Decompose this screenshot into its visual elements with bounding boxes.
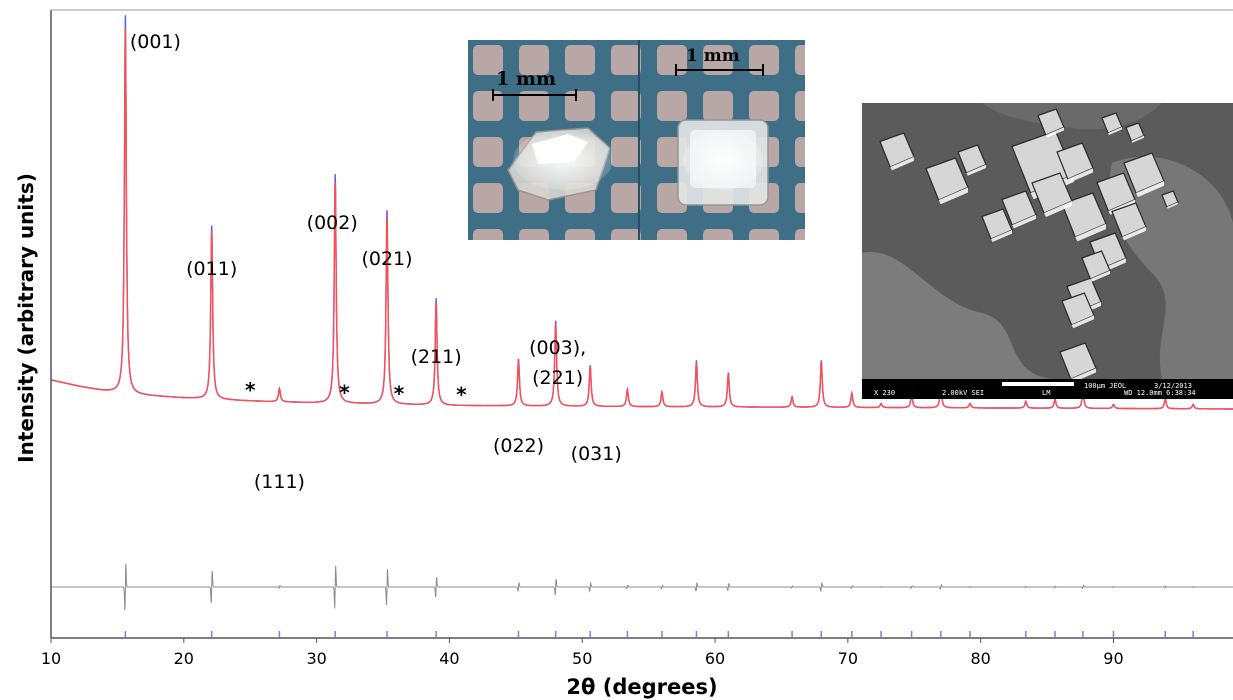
sem-scale-bar bbox=[1002, 382, 1074, 386]
sem-crystal-edge bbox=[966, 164, 986, 176]
scale-bar-left: 1 mm bbox=[492, 68, 577, 101]
peak-label: (003), (221) bbox=[529, 337, 586, 389]
x-tick-label: 50 bbox=[572, 649, 592, 668]
sem-crystal-edge bbox=[1108, 127, 1122, 135]
x-tick-label: 90 bbox=[1103, 649, 1123, 668]
peak-label: (001) bbox=[130, 31, 181, 53]
crystal-right-icon bbox=[677, 119, 769, 206]
sem-footer-bar bbox=[862, 379, 1233, 399]
sem-crystal-edge bbox=[1071, 315, 1094, 329]
sem-footer-wd: WD 12.0mm 6:38:34 bbox=[1124, 389, 1196, 397]
impurity-marker: * bbox=[456, 383, 467, 407]
sem-crystal-edge bbox=[1044, 201, 1072, 217]
difference-curve bbox=[51, 563, 1233, 611]
sem-crystal-edge bbox=[1131, 135, 1144, 143]
sem-crystal bbox=[1037, 108, 1065, 136]
sem-footer-voltage: 2.00kV SEI bbox=[942, 389, 984, 397]
sem-crystal-edge bbox=[938, 187, 968, 205]
sem-crystal-edge bbox=[1090, 270, 1110, 282]
sem-image-inset: X 230 2.00kV SEI LM 100µm JEOL 3/12/2013… bbox=[862, 103, 1233, 399]
peak-label: (022) bbox=[493, 435, 544, 457]
impurity-marker: * bbox=[394, 382, 405, 406]
peak-label: (011) bbox=[186, 258, 237, 280]
scale-bar-right: 1 mm bbox=[675, 46, 764, 76]
sem-footer-operator: LM bbox=[1042, 389, 1050, 397]
calculated-pattern-line bbox=[50, 28, 1233, 410]
x-tick-label: 40 bbox=[439, 649, 459, 668]
sem-crystal-edge bbox=[1075, 223, 1106, 242]
sem-footer-magnification: X 230 bbox=[874, 389, 895, 397]
x-tick-label: 60 bbox=[705, 649, 725, 668]
x-tick-label: 70 bbox=[838, 649, 858, 668]
sem-crystal-edge bbox=[1122, 226, 1146, 241]
sem-footer-scale: 100µm JEOL bbox=[1084, 382, 1126, 390]
sem-crystal bbox=[925, 157, 969, 201]
scale-label-left: 1 mm bbox=[496, 68, 556, 90]
x-tick-label: 10 bbox=[41, 649, 61, 668]
sem-crystal-edge bbox=[1067, 168, 1093, 183]
x-tick-label: 80 bbox=[970, 649, 990, 668]
scale-label-right: 1 mm bbox=[686, 46, 740, 66]
y-axis-label: Intensity (arbitrary units) bbox=[14, 173, 38, 463]
peak-label: (002) bbox=[307, 212, 358, 234]
sem-crystal-edge bbox=[1012, 214, 1036, 229]
peak-label: (031) bbox=[571, 443, 622, 465]
sem-crystal-edge bbox=[890, 156, 914, 171]
sem-crystal-edge bbox=[1166, 202, 1178, 209]
x-tick-group: 10 20 30 40 50 60 70 80 90 bbox=[41, 638, 1124, 668]
x-axis-label: 2θ (degrees) bbox=[566, 675, 717, 699]
peak-label: (211) bbox=[411, 346, 462, 368]
crystal-photo-inset: 1 mm 1 mm bbox=[468, 40, 805, 240]
x-tick-label: 20 bbox=[174, 649, 194, 668]
sem-crystal-group bbox=[879, 108, 1179, 383]
impurity-marker: * bbox=[245, 378, 256, 402]
sem-crystal-edge bbox=[1136, 181, 1164, 197]
x-tick-label: 30 bbox=[306, 649, 326, 668]
impurity-marker: * bbox=[339, 381, 350, 405]
crystal-left-icon bbox=[507, 127, 613, 201]
plot-area: (001) (011) (111) (002)(021) (211) (022) (003)… bbox=[50, 15, 1233, 637]
sem-crystal-edge bbox=[1045, 127, 1064, 138]
peak-label: (021) bbox=[361, 248, 412, 270]
sem-crystal-edge bbox=[991, 230, 1012, 242]
sem-footer-date: 3/12/2013 bbox=[1154, 382, 1192, 390]
peak-label: (111) bbox=[254, 471, 305, 493]
